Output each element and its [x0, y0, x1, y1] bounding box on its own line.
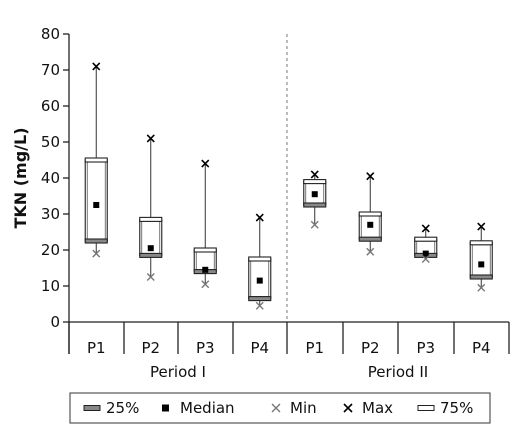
min-point: [477, 283, 486, 292]
chart-marks: [84, 62, 493, 310]
q75-marker: [248, 256, 272, 262]
q75-marker: [469, 240, 493, 246]
legend-label: Max: [362, 399, 393, 417]
legend-swatch-max: [343, 403, 353, 413]
y-tick-label: 70: [41, 61, 60, 79]
axis-labels: 0 10 20 30 40 50 60 70 80 TKN (mg/L) P1 P2 P3 P4 Perio…: [11, 25, 491, 381]
legend-swatch-25: [83, 405, 101, 411]
max-point: [477, 222, 486, 231]
median-point: [202, 266, 209, 273]
y-tick-label: 30: [41, 205, 60, 223]
min-point: [92, 249, 101, 258]
q75-marker: [139, 216, 163, 222]
x-category-label: P2: [141, 339, 160, 357]
y-tick-label: 40: [41, 169, 60, 187]
x-group-label: Period I: [150, 363, 206, 381]
max-point: [366, 172, 375, 181]
x-category-label: P1: [305, 339, 324, 357]
legend-label: Min: [290, 399, 317, 417]
legend-swatch-median: [162, 404, 169, 412]
q25-marker: [469, 274, 493, 280]
axes: [63, 33, 510, 354]
max-point: [146, 134, 155, 143]
min-point: [421, 255, 430, 263]
x-group-label: Period II: [368, 363, 428, 381]
x-category-label: P3: [416, 339, 435, 357]
legend-label: 75%: [440, 399, 473, 417]
y-axis-title: TKN (mg/L): [11, 127, 30, 228]
q75-marker: [358, 211, 382, 217]
q75-marker: [414, 236, 438, 242]
x-category-label: P4: [250, 339, 269, 357]
y-tick-label: 80: [41, 25, 60, 43]
legend-swatch-75: [417, 405, 435, 411]
median-point: [256, 277, 263, 284]
median-point: [93, 202, 100, 208]
max-point: [421, 224, 430, 233]
min-point: [366, 247, 375, 256]
q25-marker: [248, 296, 272, 302]
x-category-label: P4: [472, 339, 491, 357]
y-tick-label: 10: [41, 277, 60, 295]
q75-marker: [84, 157, 108, 163]
max-point: [201, 159, 210, 168]
y-tick-label: 20: [41, 241, 60, 259]
y-tick-label: 60: [41, 97, 60, 115]
median-point: [367, 221, 374, 228]
legend-label: Median: [180, 399, 235, 417]
legend: 25% Median Min Max 75%: [69, 392, 491, 424]
x-category-label: P3: [196, 339, 215, 357]
legend-label: 25%: [106, 399, 139, 417]
x-category-label: P1: [87, 339, 106, 357]
y-tick-label: 0: [50, 313, 60, 331]
median-point: [311, 191, 318, 198]
q25-marker: [84, 238, 108, 244]
iqr-box-inner: [86, 161, 106, 240]
max-point: [310, 170, 319, 179]
median-point: [422, 250, 429, 257]
q75-marker: [303, 179, 327, 185]
iqr-box-inner: [471, 244, 491, 276]
max-point: [92, 62, 101, 71]
q25-marker: [358, 236, 382, 242]
min-point: [255, 301, 264, 310]
legend-swatch-min: [271, 403, 281, 413]
max-point: [255, 213, 264, 222]
min-point: [146, 273, 155, 281]
min-point: [201, 280, 210, 289]
min-point: [310, 220, 319, 229]
q75-marker: [193, 247, 217, 253]
y-tick-label: 50: [41, 133, 60, 151]
median-point: [147, 245, 154, 252]
q25-marker: [139, 252, 163, 258]
x-category-label: P2: [361, 339, 380, 357]
median-point: [478, 261, 485, 268]
q25-marker: [303, 202, 327, 208]
